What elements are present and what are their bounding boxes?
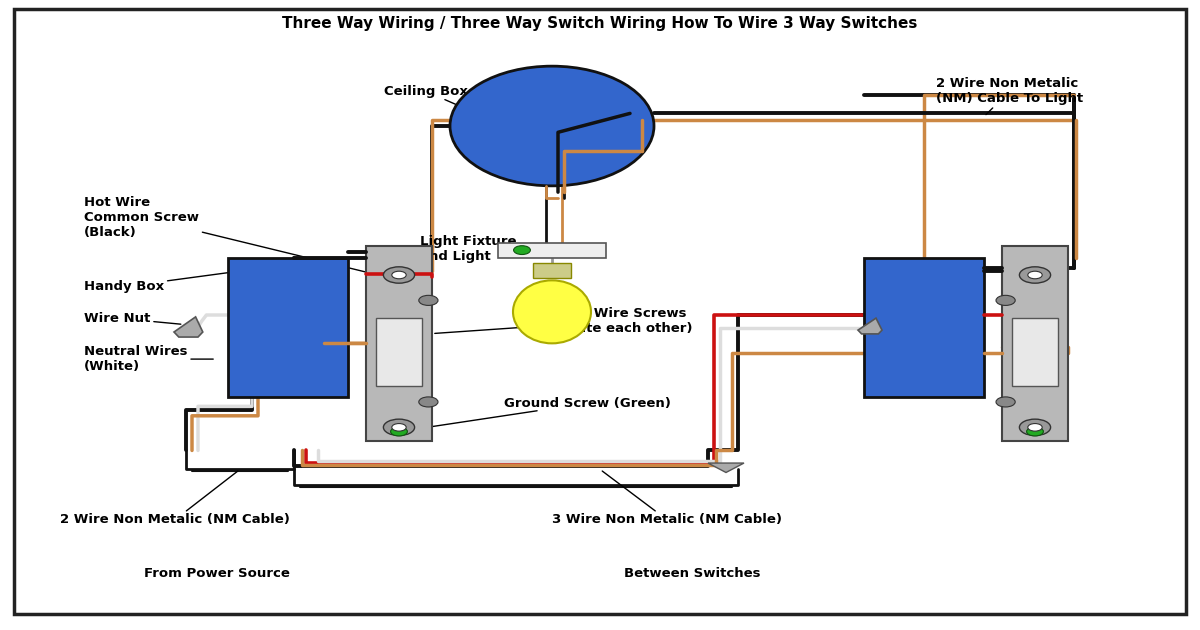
Circle shape	[1027, 423, 1042, 431]
Polygon shape	[174, 317, 203, 337]
Circle shape	[419, 397, 438, 407]
Circle shape	[996, 397, 1015, 407]
Circle shape	[391, 423, 407, 431]
Bar	[498, 243, 606, 258]
Circle shape	[1027, 272, 1042, 278]
Text: Traveler Wire Screws
(Opposite each other): Traveler Wire Screws (Opposite each othe…	[434, 307, 692, 335]
Circle shape	[391, 272, 407, 278]
Bar	[533, 263, 571, 278]
Circle shape	[514, 246, 530, 255]
Circle shape	[384, 267, 415, 284]
Bar	[376, 318, 422, 386]
Text: Between Switches: Between Switches	[624, 567, 761, 580]
Text: Hot Wire
Common Screw
(Black): Hot Wire Common Screw (Black)	[84, 196, 376, 274]
Bar	[864, 258, 984, 397]
Circle shape	[391, 427, 408, 436]
Text: 3 Wire Non Metalic (NM Cable): 3 Wire Non Metalic (NM Cable)	[552, 471, 782, 526]
Text: Light Fixture
and Light: Light Fixture and Light	[420, 235, 532, 263]
Text: Wire Nut: Wire Nut	[84, 312, 181, 324]
Ellipse shape	[514, 280, 592, 343]
Text: From Power Source: From Power Source	[144, 567, 290, 580]
Text: 2 Wire Non Metalic
(NM) Cable To Light: 2 Wire Non Metalic (NM) Cable To Light	[936, 77, 1084, 115]
Bar	[1002, 246, 1068, 441]
Text: Ceiling Box: Ceiling Box	[384, 85, 468, 106]
Circle shape	[1026, 427, 1044, 436]
Text: 2 Wire Non Metalic (NM Cable): 2 Wire Non Metalic (NM Cable)	[60, 471, 290, 526]
Circle shape	[1020, 419, 1051, 435]
Polygon shape	[858, 318, 882, 334]
Text: Ground Screw (Green): Ground Screw (Green)	[402, 397, 671, 431]
Text: Three Way Wiring / Three Way Switch Wiring How To Wire 3 Way Switches: Three Way Wiring / Three Way Switch Wiri…	[282, 16, 918, 31]
Ellipse shape	[450, 66, 654, 186]
Bar	[228, 258, 348, 397]
Polygon shape	[708, 463, 744, 472]
Bar	[1012, 318, 1058, 386]
Bar	[366, 246, 432, 441]
Circle shape	[384, 419, 415, 435]
Text: Handy Box: Handy Box	[84, 265, 286, 293]
Circle shape	[996, 295, 1015, 306]
Circle shape	[419, 295, 438, 306]
Text: Neutral Wires
(White): Neutral Wires (White)	[84, 345, 214, 373]
Circle shape	[1020, 267, 1051, 284]
